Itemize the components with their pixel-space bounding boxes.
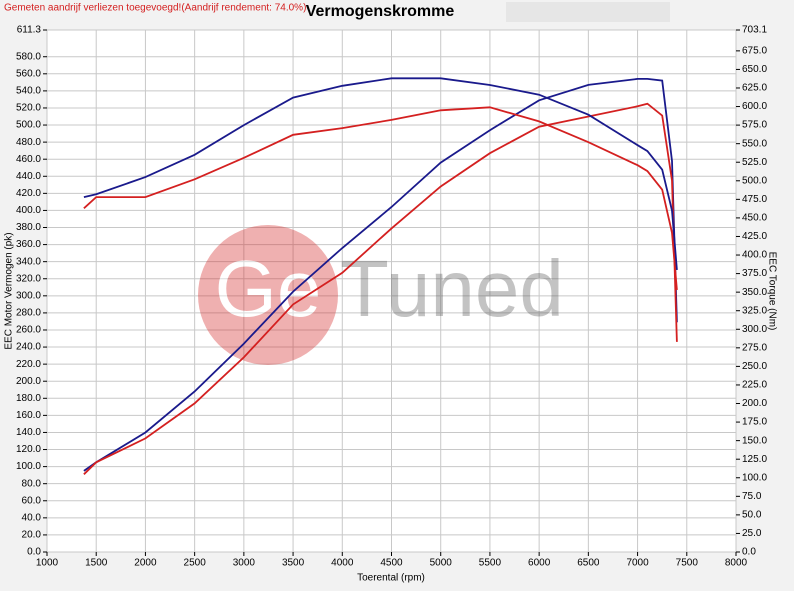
y-tick-label: 400.0 <box>16 205 41 216</box>
y-tick-label: 240.0 <box>16 342 41 353</box>
y2-tick-label: 600.0 <box>742 101 767 112</box>
x-tick-label: 2000 <box>134 558 157 569</box>
x-tick-label: 8000 <box>725 558 748 569</box>
y-tick-label: 440.0 <box>16 171 41 182</box>
y2-tick-label: 525.0 <box>742 157 767 168</box>
note: Gemeten aandrijf verliezen toegevoegd!(A… <box>4 3 306 14</box>
y-tick-label: 260.0 <box>16 325 41 336</box>
x-tick-label: 1000 <box>36 558 59 569</box>
watermark: Ge Tuned <box>198 225 564 365</box>
header-box <box>506 2 670 22</box>
series-line <box>83 102 678 475</box>
y2-tick-label: 703.1 <box>742 25 767 36</box>
y-tick-label: 160.0 <box>16 410 41 421</box>
chart-title: Vermogenskromme <box>306 3 455 20</box>
y-tick-label: 560.0 <box>16 68 41 79</box>
y-tick-label: 420.0 <box>16 188 41 199</box>
x-tick-label: 7000 <box>626 558 649 569</box>
x-axis-title: Toerental (rpm) <box>357 573 425 584</box>
y-tick-label: 580.0 <box>16 51 41 62</box>
y-tick-label: 611.3 <box>17 25 42 36</box>
y-tick-label: 360.0 <box>16 239 41 250</box>
series-line <box>83 77 678 270</box>
y2-tick-label: 575.0 <box>742 120 767 131</box>
y2-tick-label: 625.0 <box>742 83 767 94</box>
y-tick-label: 200.0 <box>16 376 41 387</box>
x-tick-label: 4500 <box>380 558 403 569</box>
y2-tick-label: 450.0 <box>742 213 767 224</box>
series-line <box>83 106 678 290</box>
y2-tick-label: 0.0 <box>742 547 756 558</box>
y-tick-label: 0.0 <box>27 547 41 558</box>
y2-axis-title: EEC Torque (Nm) <box>766 252 777 331</box>
watermark-ge: Ge <box>215 244 322 333</box>
y2-tick-label: 125.0 <box>742 454 767 465</box>
y-tick-label: 460.0 <box>16 154 41 165</box>
x-tick-label: 7500 <box>676 558 699 569</box>
y-tick-label: 380.0 <box>16 222 41 233</box>
y-tick-label: 540.0 <box>16 86 41 97</box>
y2-tick-label: 300.0 <box>742 324 767 335</box>
y2-tick-label: 200.0 <box>742 398 767 409</box>
y-tick-label: 300.0 <box>16 290 41 301</box>
x-tick-label: 5500 <box>479 558 502 569</box>
y2-tick-label: 650.0 <box>742 64 767 75</box>
y2-tick-label: 350.0 <box>742 287 767 298</box>
x-tick-label: 1500 <box>85 558 108 569</box>
x-tick-label: 6500 <box>577 558 600 569</box>
y-tick-label: 520.0 <box>16 103 41 114</box>
y2-tick-label: 675.0 <box>742 46 767 57</box>
y-tick-label: 140.0 <box>16 427 41 438</box>
y-tick-label: 180.0 <box>16 393 41 404</box>
x-tick-label: 3500 <box>282 558 305 569</box>
y2-tick-label: 150.0 <box>742 435 767 446</box>
y2-tick-label: 425.0 <box>742 231 767 242</box>
y-axis-title: EEC Motor Vermogen (pk) <box>4 232 15 349</box>
x-tick-label: 2500 <box>184 558 207 569</box>
y2-tick-label: 175.0 <box>742 417 767 428</box>
watermark-circle <box>198 225 338 365</box>
y-tick-label: 500.0 <box>16 120 41 131</box>
watermark-tuned: Tuned <box>340 244 564 333</box>
x-tick-label: 6000 <box>528 558 551 569</box>
y2-tick-label: 375.0 <box>742 268 767 279</box>
y-tick-label: 20.0 <box>22 530 42 541</box>
y-tick-label: 220.0 <box>16 359 41 370</box>
y-tick-label: 60.0 <box>22 495 42 506</box>
y-tick-label: 80.0 <box>22 478 42 489</box>
y2-tick-label: 325.0 <box>742 305 767 316</box>
y2-tick-label: 500.0 <box>742 175 767 186</box>
y-tick-label: 100.0 <box>16 461 41 472</box>
y-tick-label: 280.0 <box>16 308 41 319</box>
y2-tick-label: 400.0 <box>742 250 767 261</box>
x-tick-label: 4000 <box>331 558 354 569</box>
y-tick-label: 340.0 <box>16 256 41 267</box>
y-tick-label: 40.0 <box>22 512 42 523</box>
x-tick-label: 5000 <box>430 558 453 569</box>
y2-tick-label: 250.0 <box>742 361 767 372</box>
y2-tick-label: 225.0 <box>742 380 767 391</box>
y-tick-label: 480.0 <box>16 137 41 148</box>
y2-tick-label: 475.0 <box>742 194 767 205</box>
y2-tick-label: 75.0 <box>742 491 762 502</box>
series-line <box>83 78 678 472</box>
y2-tick-label: 100.0 <box>742 472 767 483</box>
y-tick-label: 120.0 <box>16 444 41 455</box>
x-tick-label: 3000 <box>233 558 256 569</box>
y2-tick-label: 50.0 <box>742 510 762 521</box>
y2-tick-label: 550.0 <box>742 138 767 149</box>
y-tick-label: 320.0 <box>16 273 41 284</box>
y2-tick-label: 25.0 <box>742 528 762 539</box>
y2-tick-label: 275.0 <box>742 342 767 353</box>
